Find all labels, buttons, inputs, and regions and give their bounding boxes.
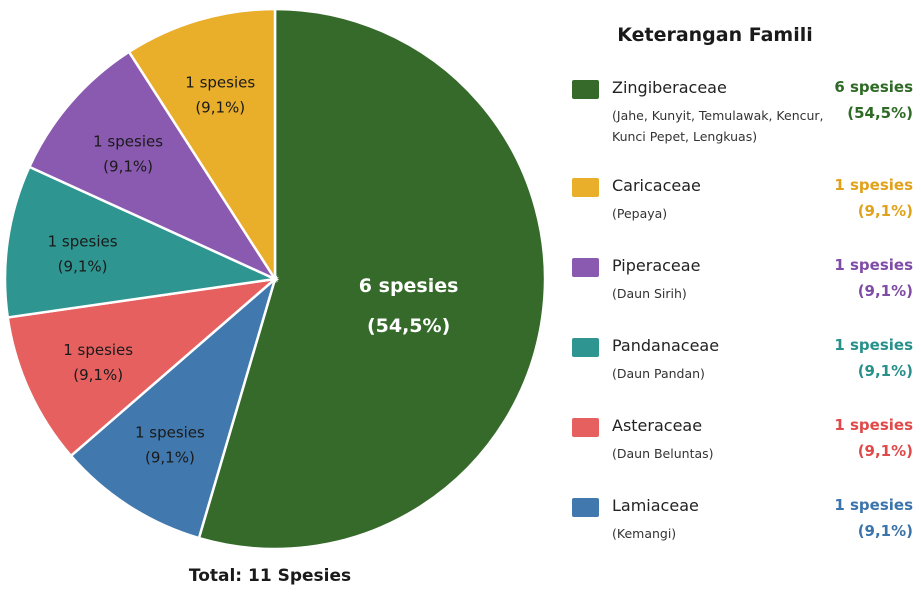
legend-item-lamiaceae: Lamiaceae (Kemangi) 1 spesies (9,1%) [572, 496, 917, 556]
pie-slice-piperaceae [27, 50, 279, 282]
legend-count: 1 spesies [834, 416, 913, 434]
slice-percent-label: (54,5%) [367, 315, 450, 337]
legend-percent: (9,1%) [857, 522, 913, 540]
legend-swatch [572, 338, 599, 357]
legend-percent: (9,1%) [857, 282, 913, 300]
slice-count-label: 1 spesies [63, 341, 133, 359]
legend-family-name: Lamiaceae [612, 496, 699, 515]
legend-count: 6 spesies [834, 78, 913, 96]
legend-percent: (9,1%) [857, 202, 913, 220]
slice-count-label: 6 spesies [359, 275, 459, 297]
slice-count-label: 1 spesies [48, 232, 118, 250]
legend-family-name: Zingiberaceae [612, 78, 727, 97]
legend-title: Keterangan Famili [617, 24, 813, 46]
legend-item-zingiberaceae: Zingiberaceae (Jahe, Kunyit, Temulawak, K… [572, 78, 917, 144]
legend-percent: (54,5%) [847, 104, 913, 122]
legend-family-members: (Daun Pandan) [612, 366, 705, 381]
legend-family-name: Pandanaceae [612, 336, 720, 355]
legend-family-name: Asteraceae [612, 416, 703, 435]
legend-family-name: Caricaceae [612, 176, 701, 195]
legend-item-pandanaceae: Pandanaceae (Daun Pandan) 1 spesies (9,1%) [572, 336, 917, 396]
legend-family-members: (Kemangi) [612, 526, 677, 541]
slice-percent-label: (9,1%) [195, 98, 245, 116]
legend-count: 1 spesies [834, 496, 913, 514]
legend-family-members: (Pepaya) [612, 206, 668, 221]
legend-percent: (9,1%) [857, 442, 913, 460]
slice-percent-label: (9,1%) [145, 449, 195, 467]
legend-swatch [572, 418, 599, 437]
legend-count: 1 spesies [834, 256, 913, 274]
legend-family-members: (Daun Beluntas) [612, 446, 714, 461]
legend-item-caricaceae: Caricaceae (Pepaya) 1 spesies (9,1%) [572, 176, 917, 236]
pie-slice-asteraceae [6, 277, 280, 458]
legend-swatch [572, 258, 599, 277]
legend-family-members: (Daun Sirih) [612, 286, 687, 301]
legend-percent: (9,1%) [857, 362, 913, 380]
pie-chart: 6 spesies (54,5%) 1 spesies (9,1%) 1 spesies… [3, 7, 547, 551]
legend-count: 1 spesies [834, 176, 913, 194]
slice-count-label: 1 spesies [93, 133, 163, 151]
legend-swatch [572, 80, 599, 99]
pie-slice-caricaceae [127, 7, 277, 284]
slice-percent-label: (9,1%) [103, 158, 153, 176]
legend-family-name: Piperaceae [612, 256, 701, 275]
legend-family-members: (Jahe, Kunyit, Temulawak, Kencur, Kunci … [612, 108, 824, 144]
legend-item-piperaceae: Piperaceae (Daun Sirih) 1 spesies (9,1%) [572, 256, 917, 316]
pie-slice-zingiberaceae [197, 7, 547, 551]
legend-swatch [572, 178, 599, 197]
slice-count-label: 1 spesies [185, 73, 255, 91]
pie-slice-pandanaceae [3, 165, 280, 319]
slice-percent-label: (9,1%) [58, 257, 108, 275]
legend-item-asteraceae: Asteraceae (Daun Beluntas) 1 spesies (9,1%) [572, 416, 917, 476]
slice-count-label: 1 spesies [135, 424, 205, 442]
pie-slice-lamiaceae [69, 275, 278, 540]
legend-count: 1 spesies [834, 336, 913, 354]
total-label: Total: 11 Spesies [188, 566, 352, 586]
legend-swatch [572, 498, 599, 517]
slice-percent-label: (9,1%) [73, 366, 123, 384]
